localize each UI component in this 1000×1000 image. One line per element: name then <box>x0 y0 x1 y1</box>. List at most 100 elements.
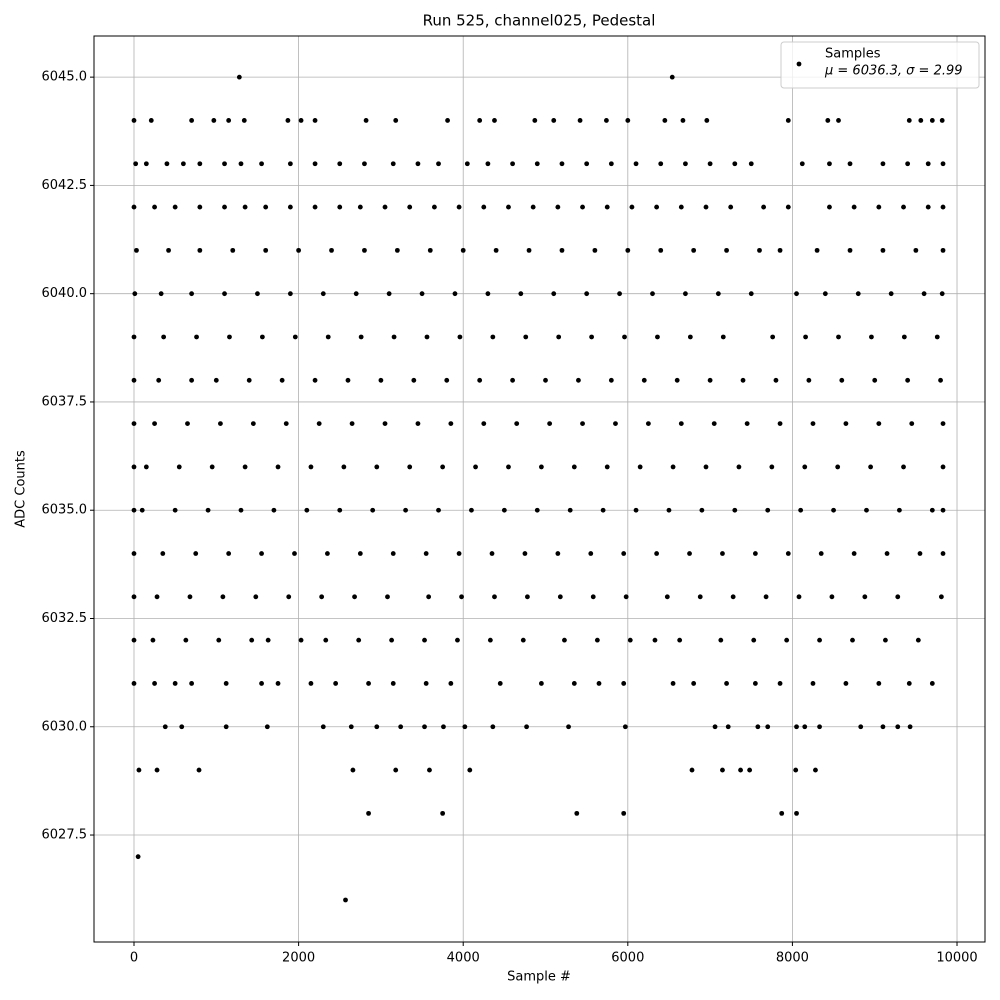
point <box>752 681 758 686</box>
point <box>308 464 314 470</box>
point <box>189 118 195 123</box>
point <box>333 681 339 686</box>
point <box>621 551 627 556</box>
point <box>608 377 614 383</box>
point <box>678 421 684 427</box>
point <box>312 161 318 167</box>
point <box>658 247 664 253</box>
point <box>650 291 655 297</box>
point <box>222 161 227 167</box>
point <box>374 464 380 470</box>
point <box>732 161 738 167</box>
point <box>697 594 703 600</box>
point <box>831 507 836 513</box>
point <box>929 507 935 513</box>
point <box>559 161 565 167</box>
chart-title: Run 525, channel025, Pedestal <box>423 12 656 30</box>
point <box>571 464 577 470</box>
point <box>457 334 463 340</box>
point <box>148 118 154 123</box>
y-tick-label: 6027.5 <box>42 828 88 843</box>
point <box>179 724 185 730</box>
point <box>226 551 232 556</box>
point <box>577 118 583 123</box>
point <box>555 204 561 210</box>
point <box>490 724 496 730</box>
point <box>514 421 520 427</box>
point <box>704 118 710 123</box>
point <box>907 724 913 730</box>
point <box>934 334 940 340</box>
point <box>738 767 743 773</box>
point <box>901 204 906 210</box>
point <box>613 421 618 427</box>
point <box>929 681 935 686</box>
point <box>869 334 874 340</box>
point <box>880 724 886 730</box>
point <box>810 681 816 686</box>
point <box>385 594 390 600</box>
point <box>222 204 227 210</box>
point <box>143 464 149 470</box>
y-tick-label: 6035.0 <box>42 503 88 518</box>
point <box>843 421 849 427</box>
point <box>444 377 450 383</box>
point <box>654 204 660 210</box>
point <box>236 74 242 80</box>
point <box>382 204 388 210</box>
point <box>161 334 167 340</box>
point <box>345 377 351 383</box>
point <box>621 681 627 686</box>
point <box>798 507 804 513</box>
point <box>477 118 483 123</box>
point <box>287 204 293 210</box>
point <box>547 421 553 427</box>
point <box>275 681 281 686</box>
point <box>162 724 168 730</box>
point <box>249 637 255 643</box>
point <box>415 421 421 427</box>
y-tick-label: 6030.0 <box>42 719 88 734</box>
point <box>426 594 432 600</box>
point <box>238 161 244 167</box>
point <box>670 464 676 470</box>
point <box>752 551 758 556</box>
point <box>423 551 429 556</box>
point <box>352 594 357 600</box>
point <box>703 204 709 210</box>
point <box>323 637 329 643</box>
point <box>534 507 540 513</box>
legend-label: Samples <box>825 47 881 62</box>
point <box>522 551 528 556</box>
point <box>600 507 606 513</box>
point <box>829 594 835 600</box>
point <box>230 247 236 253</box>
point <box>940 421 946 427</box>
point <box>633 507 639 513</box>
point <box>176 464 182 470</box>
point <box>901 334 907 340</box>
point <box>732 507 738 513</box>
point <box>556 334 562 340</box>
point <box>525 594 530 600</box>
point <box>520 637 526 643</box>
point <box>133 161 139 167</box>
point <box>532 118 538 123</box>
series <box>131 74 946 903</box>
point <box>320 724 326 730</box>
point <box>590 594 596 600</box>
point <box>872 377 878 383</box>
point <box>131 551 137 556</box>
point <box>271 507 277 513</box>
point <box>864 507 869 513</box>
point <box>152 204 157 210</box>
point <box>662 118 668 123</box>
point <box>839 377 845 383</box>
point <box>799 161 805 167</box>
point <box>664 594 670 600</box>
point <box>518 291 524 297</box>
point <box>350 767 356 773</box>
point <box>906 681 912 686</box>
point <box>530 204 536 210</box>
